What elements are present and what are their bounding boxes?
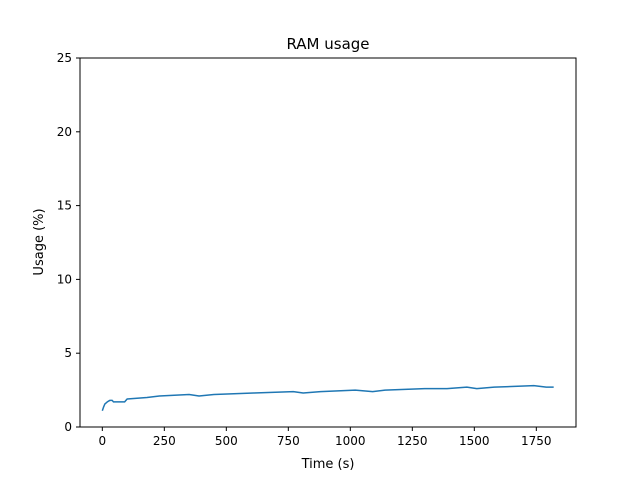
x-tick-label: 0	[98, 434, 106, 448]
x-tick-label: 1000	[335, 434, 366, 448]
plot-area	[101, 384, 554, 411]
x-tick-label: 1500	[459, 434, 490, 448]
y-axis: 0 5 10 15 20 25	[57, 51, 80, 434]
y-tick-label: 5	[64, 346, 72, 360]
chart-title: RAM usage	[286, 35, 369, 53]
x-tick-label: 500	[215, 434, 238, 448]
series-line	[101, 384, 554, 411]
x-tick-label: 250	[153, 434, 176, 448]
x-tick-label: 1250	[397, 434, 428, 448]
y-tick-label: 0	[64, 420, 72, 434]
y-tick-label: 20	[57, 125, 72, 139]
y-tick-label: 10	[57, 272, 72, 286]
y-tick-label: 15	[57, 199, 72, 213]
x-axis: 0 250 500 750 1000 1250 1500 1750	[98, 427, 552, 448]
x-tick-label: 750	[277, 434, 300, 448]
axes-frame	[79, 57, 577, 428]
x-tick-label: 1750	[521, 434, 552, 448]
y-tick-label: 25	[57, 51, 72, 65]
y-axis-label: Usage (%)	[32, 208, 47, 275]
x-axis-label: Time (s)	[301, 457, 355, 472]
